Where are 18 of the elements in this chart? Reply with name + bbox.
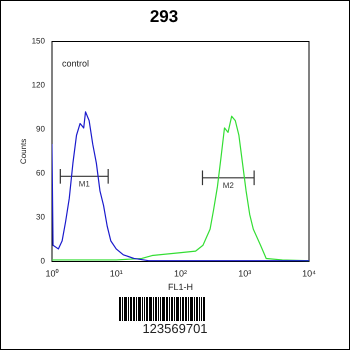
x-tick-label: 10⁰ bbox=[45, 268, 58, 278]
y-tick-label: 30 bbox=[36, 212, 46, 222]
x-tick-label: 10³ bbox=[238, 268, 252, 278]
y-tick-label: 120 bbox=[32, 80, 46, 90]
y-tick-label: 150 bbox=[32, 36, 46, 46]
series-label: M1 bbox=[78, 180, 90, 189]
x-tick-label: 10² bbox=[174, 268, 187, 278]
annotation: control bbox=[62, 58, 89, 68]
y-tick-label: 0 bbox=[40, 256, 46, 266]
y-tick-label: 60 bbox=[36, 168, 46, 178]
y-tick-label: 90 bbox=[36, 124, 46, 134]
x-axis-title: FL1-H bbox=[168, 282, 193, 292]
x-tick-label: 10⁴ bbox=[302, 268, 316, 278]
chart-title: 293 bbox=[150, 6, 178, 26]
y-axis-title: Counts bbox=[19, 138, 28, 164]
text: 123569701 bbox=[141, 321, 209, 336]
x-tick-label: 10¹ bbox=[110, 268, 123, 278]
series-label: M2 bbox=[222, 181, 234, 190]
